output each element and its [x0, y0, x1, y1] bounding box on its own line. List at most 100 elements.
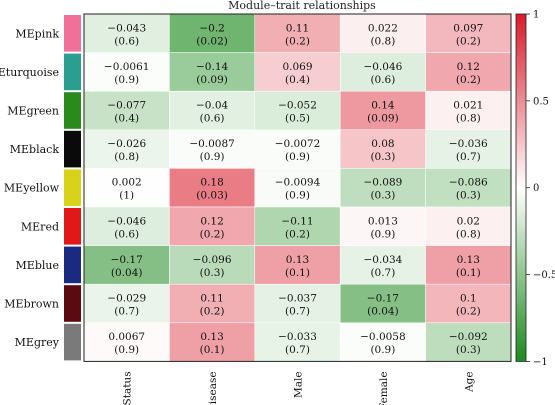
cell-correlation-label: 0.097: [453, 22, 483, 34]
column-label-age: Age: [463, 371, 475, 393]
cell-pvalue-label: (0.04): [367, 306, 399, 318]
row-label-MEturquoise: MEturquoise: [0, 66, 59, 79]
cell-correlation-label: −0.0061: [104, 61, 150, 73]
cell-correlation-label: −0.04: [196, 100, 228, 112]
colorbar-gradient: [515, 13, 527, 362]
heatmap-cell: [339, 283, 426, 324]
module-swatch-MEblack: [64, 130, 81, 168]
column-label-female: Female: [378, 371, 390, 405]
row-label-MEbrown: MEbrown: [4, 298, 59, 311]
cell-pvalue-label: (0.9): [370, 344, 395, 356]
cell-correlation-label: −0.0094: [275, 177, 321, 189]
heatmap-cell: [339, 90, 426, 131]
cell-correlation-label: −0.052: [278, 100, 317, 112]
heatmap-cell: [83, 168, 170, 208]
cell-correlation-label: −0.17: [367, 293, 399, 305]
cell-pvalue-label: (0.04): [111, 267, 143, 279]
cell-correlation-label: 0.002: [112, 177, 142, 189]
row-label-MEblue: MEblue: [16, 259, 59, 272]
cell-pvalue-label: (0.9): [114, 344, 139, 356]
cell-correlation-label: −0.096: [193, 254, 232, 266]
heatmap-cell: [83, 245, 170, 285]
cell-pvalue-label: (0.2): [200, 228, 225, 240]
cell-correlation-label: −0.0087: [189, 138, 235, 150]
colorbar-tick-label: 1: [533, 10, 539, 21]
chart-title: Module–trait relationships: [228, 0, 376, 12]
heatmap-frame: [83, 13, 512, 362]
cell-correlation-label: 0.021: [453, 100, 483, 112]
module-swatch-MEbrown: [64, 285, 81, 322]
cell-correlation-label: −0.086: [449, 177, 488, 189]
cell-pvalue-label: (0.2): [285, 228, 310, 240]
cell-correlation-label: 0.11: [286, 22, 309, 34]
module-swatch-MEblue: [64, 246, 81, 284]
cell-pvalue-label: (0.9): [200, 151, 225, 163]
row-label-MEyellow: MEyellow: [4, 182, 60, 195]
cell-correlation-label: 0.13: [457, 254, 480, 266]
cell-correlation-label: 0.12: [200, 215, 223, 227]
cell-pvalue-label: (0.9): [285, 190, 310, 202]
cell-correlation-label: 0.12: [457, 61, 480, 73]
cell-pvalue-label: (0.7): [285, 306, 310, 318]
cell-pvalue-label: (0.3): [456, 190, 481, 202]
heatmap-cell: [254, 52, 341, 92]
heatmap-cell: [425, 168, 512, 208]
cell-correlation-label: −0.036: [449, 138, 488, 150]
cell-pvalue-label: (0.09): [196, 74, 228, 86]
column-label-male: Male: [293, 371, 305, 398]
colorbar-tick-label: −1: [533, 357, 548, 368]
heatmap-cell: [425, 90, 512, 131]
cell-correlation-label: 0.14: [371, 100, 395, 112]
cell-correlation-label: 0.18: [200, 177, 223, 189]
colorbar-tick-label: 0: [533, 183, 539, 194]
colorbar-tick-label: 0.5: [533, 96, 549, 107]
heatmap-cell: [425, 322, 512, 362]
cell-pvalue-label: (0.9): [114, 74, 139, 86]
cell-correlation-label: 0.069: [282, 61, 312, 73]
heatmap-cell: [83, 283, 170, 324]
cell-pvalue-label: (0.2): [200, 306, 225, 318]
heatmap-cell: [169, 283, 256, 324]
cell-pvalue-label: (0.7): [370, 267, 395, 279]
cell-pvalue-label: (0.3): [200, 267, 225, 279]
heatmap-cell: [254, 168, 341, 208]
cell-correlation-label: −0.17: [111, 254, 143, 266]
cell-correlation-label: −0.034: [363, 254, 402, 266]
heatmap-cell: [339, 129, 426, 169]
cell-pvalue-label: (0.3): [370, 190, 395, 202]
cell-pvalue-label: (0.4): [114, 113, 139, 125]
cell-pvalue-label: (0.2): [456, 35, 481, 47]
cell-correlation-label: −0.046: [363, 61, 402, 73]
cell-pvalue-label: (0.4): [285, 74, 310, 86]
cell-correlation-label: 0.013: [368, 215, 398, 227]
cell-pvalue-label: (1): [119, 190, 134, 202]
column-labels: Status Disease Male Female Age: [122, 371, 476, 405]
heatmap-cells: −0.043(0.6)−0.2(0.02)0.11(0.2)0.022(0.8)…: [83, 13, 512, 362]
cell-pvalue-label: (0.03): [196, 190, 228, 202]
heatmap-cell: [254, 283, 341, 324]
module-swatch-MEgrey: [64, 323, 81, 361]
module-swatch-MEpink: [64, 15, 81, 52]
heatmap-cell: [254, 90, 341, 131]
cell-correlation-label: 0.02: [457, 215, 480, 227]
cell-pvalue-label: (0.3): [370, 151, 395, 163]
cell-pvalue-label: (0.6): [114, 228, 139, 240]
cell-pvalue-label: (0.3): [456, 344, 481, 356]
cell-pvalue-label: (0.5): [285, 113, 310, 125]
heatmap-cell: [169, 168, 256, 208]
cell-correlation-label: 0.13: [200, 331, 223, 343]
heatmap-cell: [254, 322, 341, 362]
cell-correlation-label: −0.0058: [360, 331, 406, 343]
heatmap-cell: [425, 129, 512, 169]
heatmap-cell: [169, 206, 256, 246]
module-swatch-MEturquoise: [64, 53, 81, 91]
cell-correlation-label: −0.2: [199, 22, 225, 34]
cell-correlation-label: −0.043: [107, 22, 146, 34]
cell-correlation-label: −0.029: [107, 293, 146, 305]
heatmap-cell: [339, 206, 426, 246]
cell-pvalue-label: (0.6): [200, 113, 225, 125]
heatmap-cell: [169, 129, 256, 169]
cell-correlation-label: 0.1: [460, 293, 477, 305]
row-labels: MEpink MEturquoise MEgreen MEblack MEyellow M…: [0, 27, 60, 349]
